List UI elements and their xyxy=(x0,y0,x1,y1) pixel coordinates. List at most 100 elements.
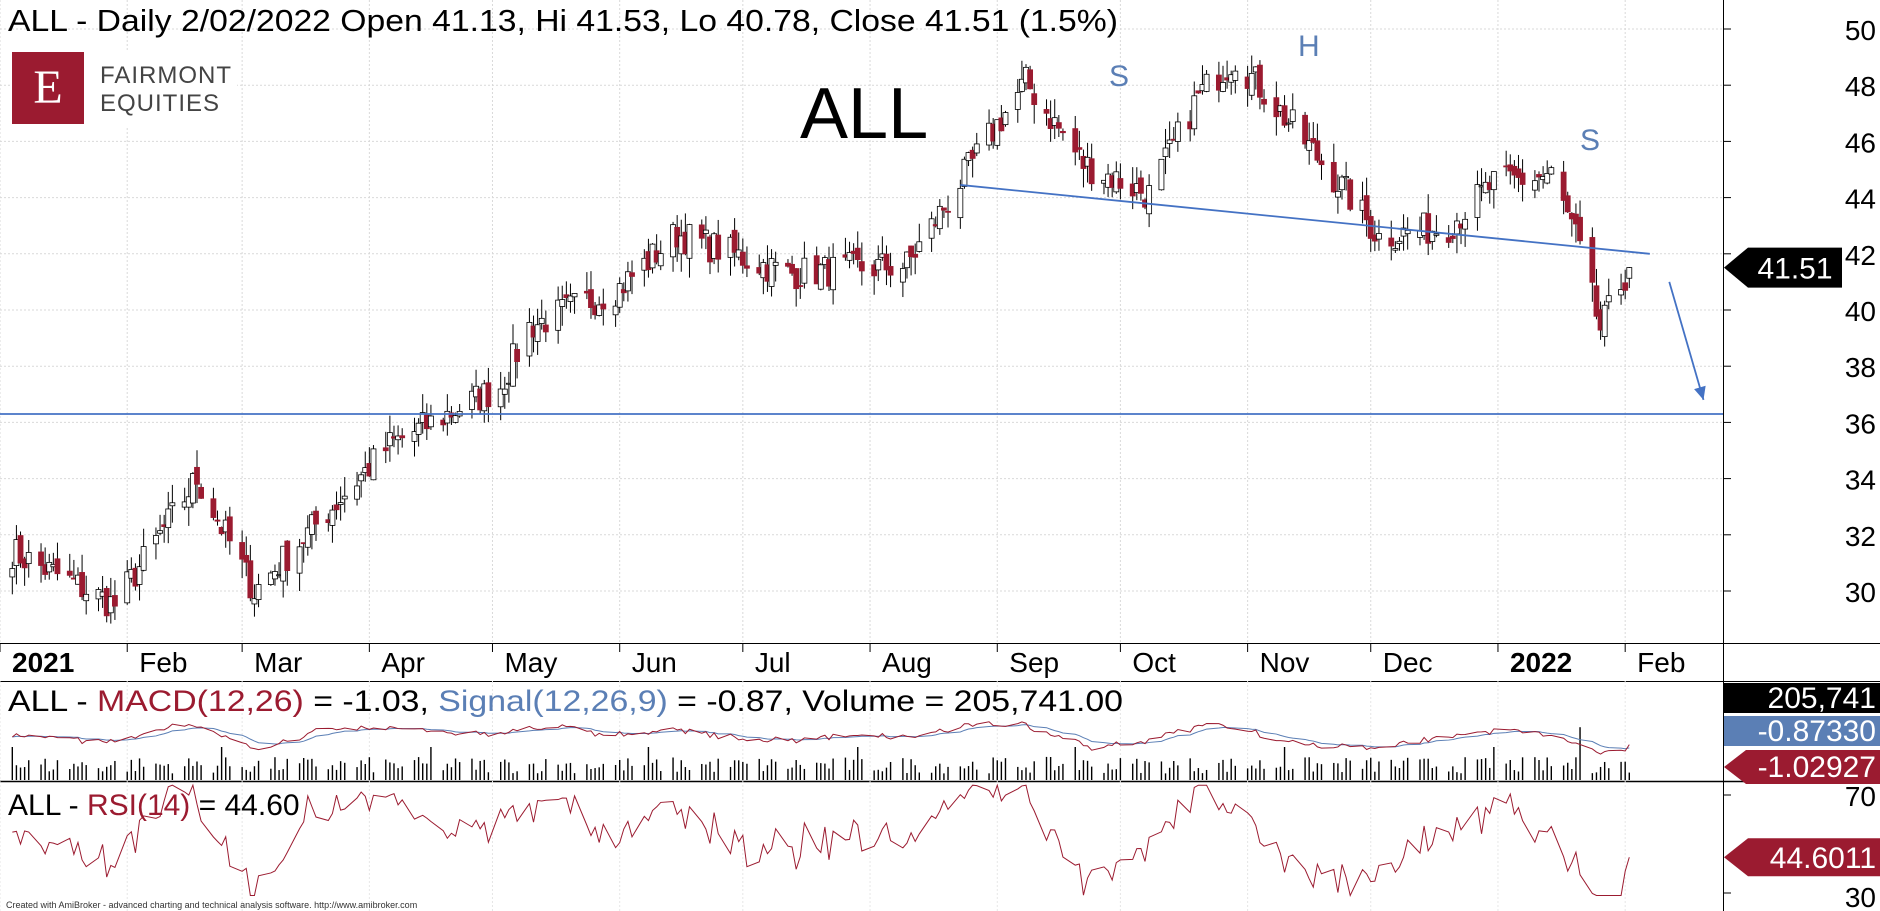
candle xyxy=(1043,99,1050,126)
candle-body xyxy=(112,595,118,607)
candle-body xyxy=(485,382,492,408)
candle xyxy=(1002,110,1009,127)
candle xyxy=(1474,170,1481,231)
candle xyxy=(559,285,566,326)
candle xyxy=(1310,122,1317,144)
candle xyxy=(1490,171,1497,209)
candle-body xyxy=(1404,230,1411,235)
rsi-title: ALL - RSI(14) = 44.60 xyxy=(8,789,300,822)
candle xyxy=(497,371,504,421)
candle xyxy=(428,404,434,430)
volume-badge-text: 205,741 xyxy=(1768,682,1876,715)
candle-body xyxy=(17,535,24,564)
candle xyxy=(370,445,377,481)
candle xyxy=(596,296,603,317)
candle xyxy=(1593,268,1600,320)
candle-body xyxy=(157,530,163,534)
candle-body xyxy=(793,268,800,290)
candle xyxy=(210,487,217,521)
candle-body xyxy=(1605,295,1612,303)
candle-body xyxy=(928,218,935,239)
candle xyxy=(629,260,635,295)
candle xyxy=(124,560,131,605)
candle xyxy=(165,491,172,544)
candle-body xyxy=(1002,112,1009,126)
candle xyxy=(112,580,118,620)
candle xyxy=(555,286,562,344)
candle-body xyxy=(1162,147,1169,158)
candle-body xyxy=(9,568,16,578)
candle xyxy=(526,308,533,367)
fairmont-logo: E FAIRMONT EQUITIES xyxy=(12,52,237,126)
candle-body xyxy=(169,502,176,507)
candle xyxy=(382,431,389,464)
candle-body xyxy=(899,268,906,283)
candle-body xyxy=(1257,64,1263,98)
candle-body xyxy=(1536,174,1542,178)
candle xyxy=(469,383,475,419)
last-price-badge: 41.51 xyxy=(1724,247,1842,288)
candle-body xyxy=(961,158,968,187)
candle xyxy=(1601,300,1608,347)
candle xyxy=(38,543,44,583)
candle xyxy=(247,544,254,602)
candle-body xyxy=(251,598,258,605)
candle xyxy=(1376,219,1382,251)
candle-body xyxy=(411,431,418,442)
x-tick-label: Jun xyxy=(632,647,677,678)
candle xyxy=(912,243,919,275)
candle-body xyxy=(124,571,131,604)
x-tick-label: Feb xyxy=(1637,647,1685,678)
candle-body xyxy=(54,558,61,575)
candle-body xyxy=(1449,235,1456,239)
candle xyxy=(1203,70,1210,93)
y-tick-label: 36 xyxy=(1845,408,1876,439)
candle xyxy=(1622,269,1629,300)
candle-body xyxy=(1281,105,1288,126)
candle-body xyxy=(1626,267,1633,279)
candle xyxy=(1018,60,1025,93)
candle xyxy=(1425,194,1432,256)
macd-badges: 205,741-0.87330-1.02927 xyxy=(1724,682,1880,784)
candle-body xyxy=(969,149,976,159)
candle xyxy=(1285,118,1292,132)
candle-body xyxy=(255,584,262,601)
candle xyxy=(1318,153,1325,180)
candle-body xyxy=(846,252,853,261)
candle-body xyxy=(1088,158,1095,185)
candle-body xyxy=(600,303,607,310)
candle-body xyxy=(1347,179,1354,210)
candle-body xyxy=(341,495,348,500)
candle-body xyxy=(1318,160,1325,166)
candle xyxy=(304,515,311,556)
candle xyxy=(887,252,894,288)
candle xyxy=(1548,165,1555,175)
candle xyxy=(1014,79,1021,123)
candle xyxy=(1564,191,1571,213)
footer-credit: Created with AmiBroker - advanced charti… xyxy=(6,900,418,910)
candle-body xyxy=(629,272,635,277)
candle-body xyxy=(744,265,750,269)
candle-body xyxy=(957,187,964,219)
candle-body xyxy=(136,566,143,585)
candle xyxy=(329,505,336,543)
candle-body xyxy=(428,415,434,428)
candle xyxy=(1396,237,1403,251)
candle xyxy=(612,300,619,327)
candle-body xyxy=(1560,171,1567,201)
projection-arrow xyxy=(1668,281,1705,401)
candle xyxy=(1519,159,1526,202)
candle-body xyxy=(871,264,878,277)
candle xyxy=(411,417,418,457)
candle-body xyxy=(1343,176,1350,179)
candle-body xyxy=(702,229,709,234)
candle-body xyxy=(386,432,393,447)
candle xyxy=(1589,227,1596,302)
rsi-badge xyxy=(1724,838,1880,877)
candle xyxy=(1347,178,1354,212)
candle xyxy=(875,245,882,282)
candle xyxy=(1117,163,1124,200)
candle xyxy=(66,553,73,578)
candle-body xyxy=(1060,130,1066,134)
